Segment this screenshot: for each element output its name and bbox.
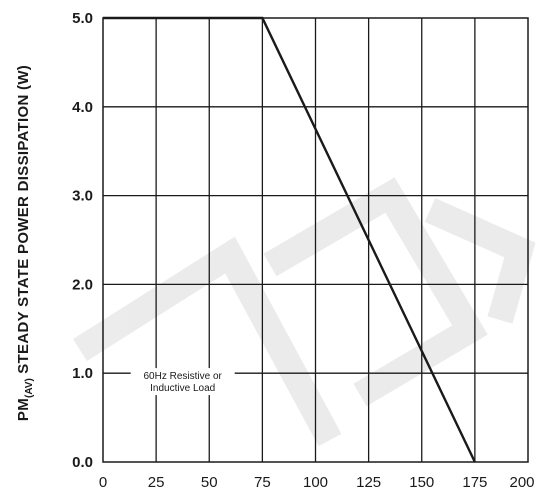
annotation-line-2: Inductive Load xyxy=(150,383,215,394)
x-tick-label: 175 xyxy=(462,474,487,491)
x-tick-label: 200 xyxy=(509,474,534,491)
y-axis-label: PM(AV) STEADY STATE POWER DISSIPATION (W… xyxy=(15,65,35,421)
y-axis-label-rest: STEADY STATE POWER DISSIPATION (W) xyxy=(15,65,32,378)
plot-border xyxy=(102,17,529,463)
annotation-line-1: 60Hz Resistive or xyxy=(144,371,223,382)
annotation-background xyxy=(130,368,235,396)
y-tick-label: 2.0 xyxy=(72,276,93,293)
y-tick-label: 5.0 xyxy=(72,10,93,27)
y-tick-label: 1.0 xyxy=(72,365,93,382)
x-tick-label: 125 xyxy=(356,474,381,491)
plot-frame xyxy=(102,17,529,463)
x-tick-label: 25 xyxy=(148,474,165,491)
x-tick-label: 75 xyxy=(254,474,271,491)
y-tick-label: 3.0 xyxy=(72,188,93,205)
x-tick-label: 50 xyxy=(201,474,218,491)
grid-lines xyxy=(103,18,528,462)
y-tick-label: 4.0 xyxy=(72,99,93,116)
watermark-logo xyxy=(73,177,536,447)
series-line-0 xyxy=(103,16,476,463)
y-axis-ticks: 0.0 1.0 2.0 3.0 4.0 5.0 xyxy=(72,10,93,471)
series-layer xyxy=(103,16,476,463)
x-tick-label: 150 xyxy=(409,474,434,491)
x-tick-label: 0 xyxy=(99,474,107,491)
y-axis-label-main: PM xyxy=(15,398,32,421)
x-tick-label: 100 xyxy=(303,474,328,491)
annotation-group: 60Hz Resistive or Inductive Load xyxy=(130,368,235,396)
y-axis-label-subscript: (AV) xyxy=(24,378,35,398)
x-axis-ticks: 0 25 50 75 100 125 150 175 200 xyxy=(99,474,535,491)
y-tick-label: 0.0 xyxy=(72,454,93,471)
